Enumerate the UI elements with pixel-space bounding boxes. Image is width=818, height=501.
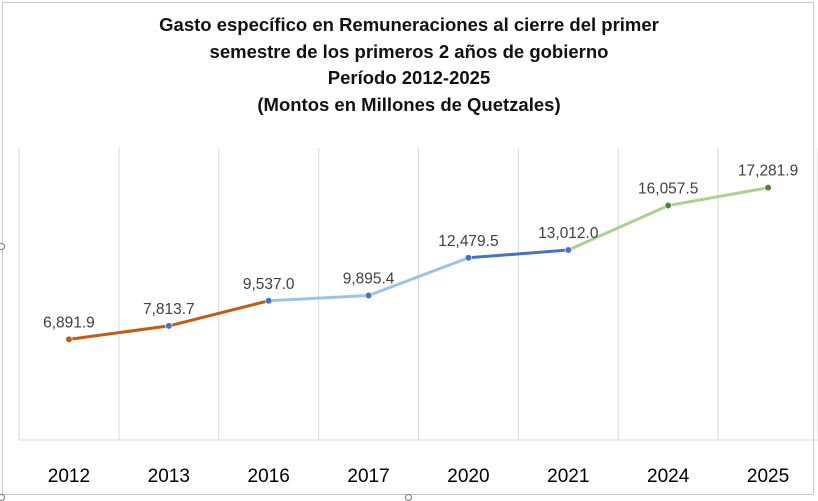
data-point-2012 — [65, 335, 73, 343]
data-label-2012: 6,891.9 — [43, 314, 95, 331]
data-label-2013: 7,813.7 — [143, 301, 195, 318]
chart-title-line-2: semestre de los primeros 2 años de gobie… — [209, 40, 609, 62]
x-tick-label-2021: 2021 — [547, 466, 589, 487]
data-point-2013 — [165, 322, 173, 330]
data-label-2016: 9,537.0 — [243, 276, 295, 293]
data-point-2024 — [664, 201, 672, 210]
series-segment-3 — [466, 248, 570, 260]
data-point-2021 — [564, 246, 572, 254]
data-point-2025 — [764, 184, 772, 192]
chart-title-line-3: Período 2012-2025 — [327, 67, 491, 88]
x-tick-labels: 2012 2013 2016 2017 2020 2021 2024 2025 — [48, 466, 789, 487]
x-tick-label-2017: 2017 — [347, 466, 389, 487]
data-label-2024: 16,057.5 — [638, 181, 698, 198]
x-tick-label-2012: 2012 — [48, 466, 90, 487]
data-point-2017 — [364, 291, 373, 300]
x-tick-label-2020: 2020 — [447, 466, 489, 487]
data-label-2020: 12,479.5 — [438, 233, 498, 250]
x-tick-label-2024: 2024 — [647, 466, 690, 487]
chart-title-line-4: (Montos en Millones de Quetzales) — [257, 93, 561, 115]
resize-handle-left[interactable] — [0, 243, 5, 250]
x-tick-label-2016: 2016 — [248, 466, 290, 487]
resize-handle-bottom-left[interactable] — [0, 494, 5, 501]
x-tick-label-2025: 2025 — [747, 466, 789, 487]
x-tick-label-2013: 2013 — [148, 466, 190, 487]
data-point-2020 — [464, 254, 473, 262]
data-points — [65, 184, 772, 343]
data-label-2017: 9,895.4 — [343, 271, 395, 288]
resize-handle-bottom[interactable] — [405, 494, 412, 501]
chart-frame — [2, 2, 814, 495]
chart-title-line-1: Gasto específico en Remuneraciones al ci… — [159, 14, 659, 35]
data-label-2025: 17,281.9 — [738, 163, 798, 180]
data-label-2021: 13,012.0 — [538, 225, 599, 242]
data-labels: 6,891.9 7,813.7 9,537.0 9,895.4 12,479.5 13,0… — [43, 163, 798, 332]
data-point-2016 — [265, 297, 273, 305]
chart-title: Gasto específico en Remuneraciones al ci… — [0, 12, 818, 118]
